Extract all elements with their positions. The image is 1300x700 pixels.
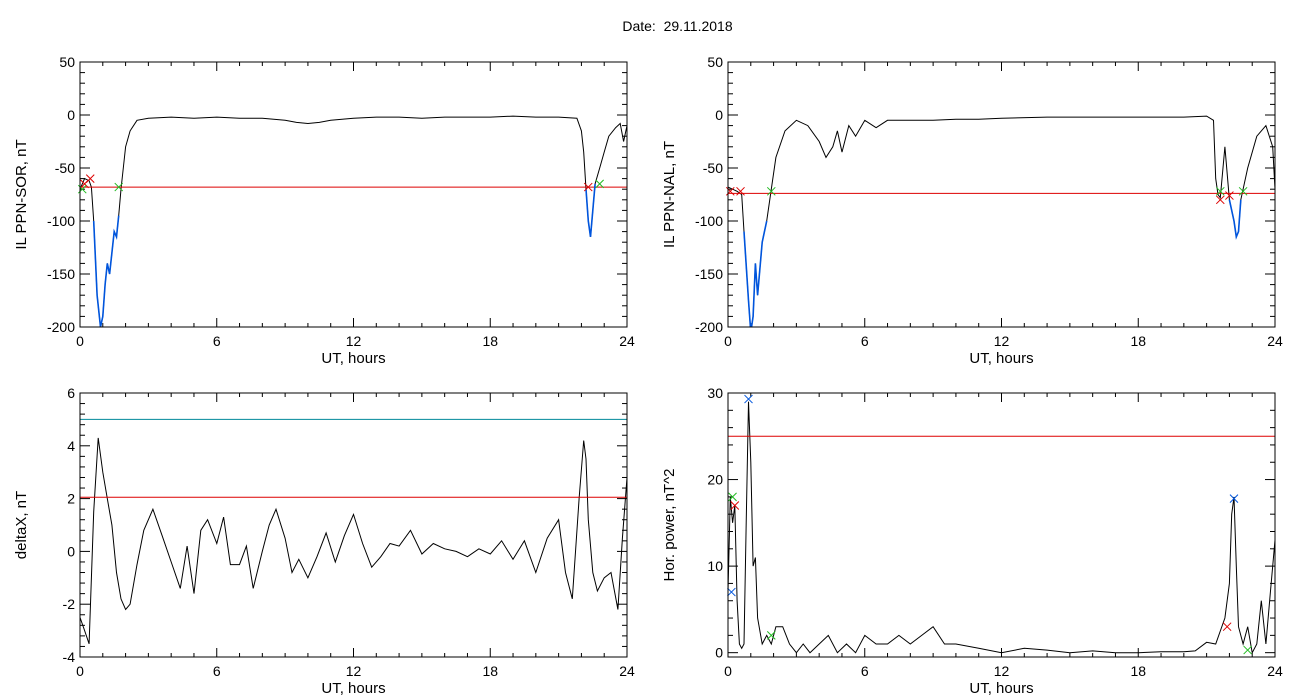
x-tick-label: 24 [1267,333,1283,349]
y-tick-label: -4 [63,649,76,665]
y-tick-label: -100 [47,213,75,229]
y-tick-label: 30 [707,385,723,401]
y-tick-label: 0 [67,107,75,123]
series-highlight-blue [1228,199,1242,240]
y-tick-label: 4 [67,438,75,454]
marker-red [583,182,593,192]
x-axis-label: UT, hours [321,680,385,697]
marker-green [766,631,776,640]
x-tick-label: 0 [76,333,84,349]
x-tick-label: 24 [619,663,635,679]
x-tick-label: 12 [994,333,1010,349]
x-tick-label: 0 [724,333,732,349]
series-line [728,115,1275,327]
x-tick-label: 12 [994,663,1010,679]
chart-panel-il-nal: 0 6 12 18 24 -200 -150 -100 -50 0 50 UT, hours IL PP… [661,54,1283,367]
y-tick-label: 10 [707,558,723,574]
y-tick-label: 50 [59,54,75,70]
marker-red [730,501,740,510]
y-tick-label: -200 [47,319,75,335]
marker-green [766,186,776,196]
x-tick-label: 24 [1267,663,1283,679]
x-axis-label: UT, hours [969,350,1033,367]
plot-frame [79,392,628,658]
x-axis-label: UT, hours [969,680,1033,697]
marker-blue [1229,494,1239,503]
y-axis-label: IL PPN-NAL, nT [661,141,678,248]
marker-green [114,182,124,192]
marker-red [736,186,745,196]
series-highlight-blue [585,183,596,238]
x-tick-label: 12 [346,663,362,679]
page-title: Date: 29.11.2018 [622,18,733,34]
y-tick-label: 0 [67,543,75,559]
plot-frame [727,61,1276,328]
marker-green [1238,186,1248,196]
x-tick-label: 0 [76,663,84,679]
x-tick-label: 18 [1130,663,1146,679]
x-tick-label: 6 [213,333,221,349]
y-tick-label: 20 [707,472,723,488]
x-tick-label: 0 [724,663,732,679]
y-tick-label: -50 [703,160,723,176]
y-tick-label: -100 [695,213,723,229]
y-tick-label: -50 [55,160,75,176]
series-line [728,401,1275,655]
x-tick-label: 18 [482,333,498,349]
x-tick-label: 24 [619,333,635,349]
series-line [80,115,627,327]
plot-frame [79,61,628,328]
y-axis-label: IL PPN-SOR, nT [13,139,30,249]
y-tick-label: -2 [63,596,76,612]
y-tick-label: 0 [715,645,723,661]
plot-frame [727,392,1276,658]
y-axis-label: Hor. power, nT^2 [661,469,678,582]
series-line [80,437,627,644]
series-highlight-blue [92,215,120,327]
y-axis-label: deltaX, nT [13,491,30,559]
y-tick-label: 0 [715,107,723,123]
y-tick-label: -200 [695,319,723,335]
x-tick-label: 12 [346,333,362,349]
y-tick-label: 6 [67,385,75,401]
marker-blue [727,587,736,597]
y-tick-label: 50 [707,54,723,70]
marker-red [1222,622,1232,632]
series-highlight-blue [743,220,768,327]
x-tick-label: 18 [482,663,498,679]
x-tick-label: 6 [861,663,869,679]
marker-green [1243,645,1253,655]
marker-red [1215,195,1225,205]
x-tick-label: 6 [213,663,221,679]
marker-green [1215,186,1225,196]
y-tick-label: -150 [695,266,723,282]
marker-red [85,174,95,183]
marker-red [1225,191,1234,200]
chart-panel-il-sor: 0 6 12 18 24 -200 -150 -100 -50 0 50 UT, hours IL PP… [13,54,635,367]
y-tick-label: -150 [47,266,75,282]
y-tick-label: 2 [67,491,75,507]
x-tick-label: 6 [861,333,869,349]
x-tick-label: 18 [1130,333,1146,349]
chart-panel-hor-power: 0 6 12 18 24 0 10 20 30 UT, hours Hor. power, nT^2 [661,385,1283,697]
marker-green [595,179,605,189]
marker-blue [744,394,753,404]
marker-green [728,492,737,502]
x-axis-label: UT, hours [321,350,385,367]
